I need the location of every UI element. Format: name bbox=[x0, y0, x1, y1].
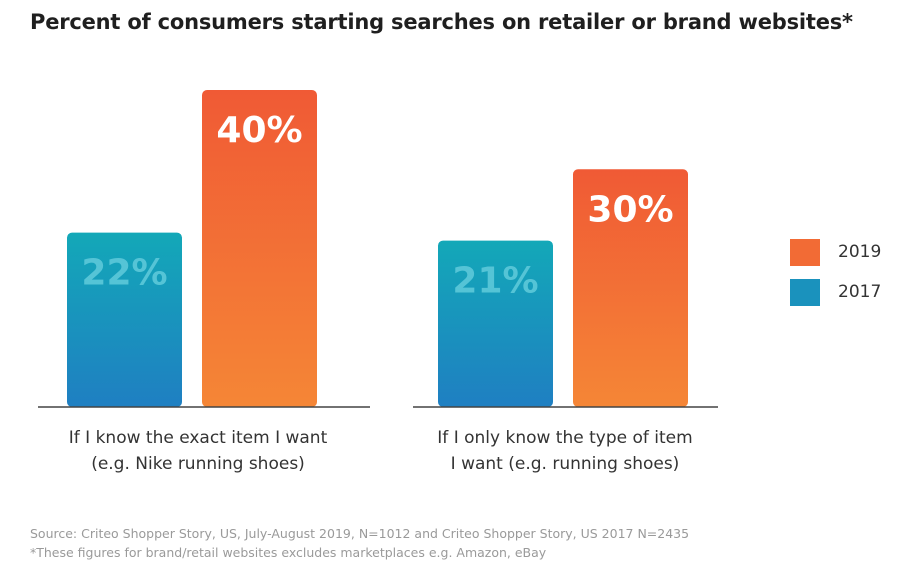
legend-swatch-2019 bbox=[790, 238, 820, 266]
data-label-2019-group-1: 40% bbox=[216, 110, 302, 151]
legend-swatch-2017 bbox=[790, 278, 820, 306]
source-note: Source: Criteo Shopper Story, US, July-A… bbox=[30, 526, 690, 541]
bar-2019-group-2 bbox=[573, 169, 688, 407]
data-label-2017-group-2: 21% bbox=[452, 261, 538, 302]
chart-title: Percent of consumers starting searches o… bbox=[30, 10, 853, 34]
category-label-exact-item: If I know the exact item I want (e.g. Ni… bbox=[28, 425, 368, 477]
legend-item-2017: 2017 bbox=[790, 278, 881, 306]
legend-label-2019: 2019 bbox=[838, 242, 882, 262]
bar-2017-group-1 bbox=[67, 232, 182, 407]
bar-2019-group-1 bbox=[202, 90, 317, 407]
category-label-line: If I know the exact item I want bbox=[68, 428, 328, 448]
legend-item-2019: 2019 bbox=[790, 238, 881, 266]
bar-2017-group-2 bbox=[438, 240, 553, 407]
category-label-line: (e.g. Nike running shoes) bbox=[91, 454, 305, 474]
legend: 2019 2017 bbox=[790, 238, 881, 318]
exclusion-note: *These figures for brand/retail websites… bbox=[30, 545, 547, 560]
legend-label-2017: 2017 bbox=[838, 282, 882, 302]
category-label-type-of-item: If I only know the type of item I want (… bbox=[405, 425, 725, 477]
category-label-line: If I only know the type of item bbox=[437, 428, 693, 448]
category-label-line: I want (e.g. running shoes) bbox=[450, 454, 680, 474]
data-label-2017-group-1: 22% bbox=[81, 253, 167, 294]
data-label-2019-group-2: 30% bbox=[587, 189, 673, 230]
